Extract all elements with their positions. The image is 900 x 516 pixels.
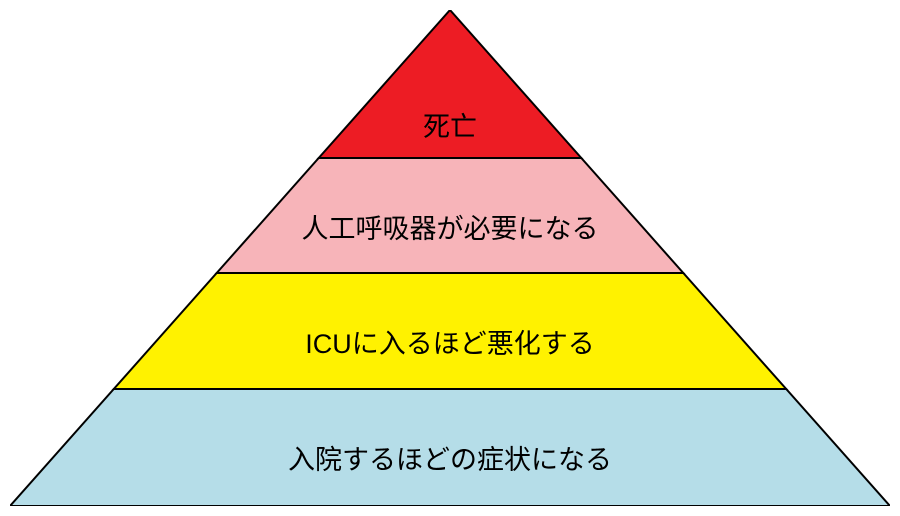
- severity-pyramid: 死亡人工呼吸器が必要になる ICUに入るほど悪化する入院するほどの症状になる: [10, 10, 890, 506]
- pyramid-level-label-1: 人工呼吸器が必要になる: [10, 207, 890, 246]
- pyramid-level-label-3: 入院するほどの症状になる: [10, 438, 890, 477]
- pyramid-level-label-0: 死亡: [10, 105, 890, 144]
- pyramid-svg: [10, 10, 890, 506]
- pyramid-level-label-2: ICUに入るほど悪化する: [10, 322, 890, 361]
